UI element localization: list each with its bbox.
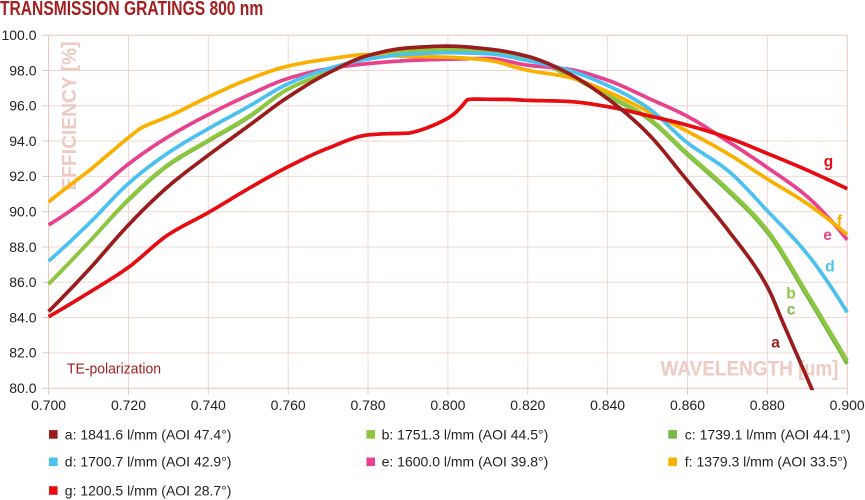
svg-text:0.840: 0.840 — [590, 397, 625, 413]
svg-text:84.0: 84.0 — [9, 309, 36, 325]
svg-text:b: 1751.3 l/mm (AOI 44.5°): b: 1751.3 l/mm (AOI 44.5°) — [382, 426, 549, 442]
svg-text:92.0: 92.0 — [9, 168, 36, 184]
svg-text:82.0: 82.0 — [9, 345, 36, 361]
svg-text:0.720: 0.720 — [111, 397, 146, 413]
svg-text:c: 1739.1 l/mm (AOI 44.1°): c: 1739.1 l/mm (AOI 44.1°) — [685, 426, 851, 442]
svg-text:g: g — [824, 154, 833, 171]
svg-text:0.700: 0.700 — [31, 397, 66, 413]
svg-text:d: d — [825, 259, 834, 276]
svg-text:TE-polarization: TE-polarization — [67, 361, 161, 378]
svg-text:b: b — [786, 285, 795, 302]
svg-text:0.800: 0.800 — [430, 397, 465, 413]
svg-text:a: 1841.6 l/mm (AOI 47.4°): a: 1841.6 l/mm (AOI 47.4°) — [65, 426, 232, 442]
svg-text:0.740: 0.740 — [191, 397, 226, 413]
svg-text:g: 1200.5 l/mm (AOI 28.7°): g: 1200.5 l/mm (AOI 28.7°) — [65, 482, 232, 498]
svg-text:0.900: 0.900 — [830, 397, 865, 413]
svg-text:100.0: 100.0 — [1, 27, 36, 43]
svg-text:88.0: 88.0 — [9, 239, 36, 255]
svg-text:0.780: 0.780 — [350, 397, 385, 413]
svg-text:WAVELENGTH [µm]: WAVELENGTH [µm] — [661, 357, 839, 381]
svg-text:f: f — [837, 213, 843, 230]
svg-text:98.0: 98.0 — [9, 62, 36, 78]
svg-text:0.880: 0.880 — [750, 397, 785, 413]
svg-text:a: a — [771, 334, 780, 351]
svg-text:e: e — [823, 227, 832, 244]
svg-text:f: 1379.3 l/mm (AOI 33.5°): f: 1379.3 l/mm (AOI 33.5°) — [685, 454, 848, 470]
svg-text:80.0: 80.0 — [9, 380, 36, 396]
svg-text:e: 1600.0 l/mm (AOI 39.8°): e: 1600.0 l/mm (AOI 39.8°) — [382, 454, 549, 470]
svg-text:94.0: 94.0 — [9, 133, 36, 149]
svg-text:0.820: 0.820 — [510, 397, 545, 413]
svg-text:90.0: 90.0 — [9, 204, 36, 220]
svg-text:86.0: 86.0 — [9, 274, 36, 290]
svg-text:96.0: 96.0 — [9, 98, 36, 114]
svg-text:0.760: 0.760 — [271, 397, 306, 413]
svg-text:c: c — [787, 301, 796, 318]
svg-text:0.860: 0.860 — [670, 397, 705, 413]
svg-text:EFFICIENCY [%]: EFFICIENCY [%] — [59, 42, 81, 191]
svg-text:d: 1700.7 l/mm (AOI 42.9°): d: 1700.7 l/mm (AOI 42.9°) — [65, 454, 232, 470]
